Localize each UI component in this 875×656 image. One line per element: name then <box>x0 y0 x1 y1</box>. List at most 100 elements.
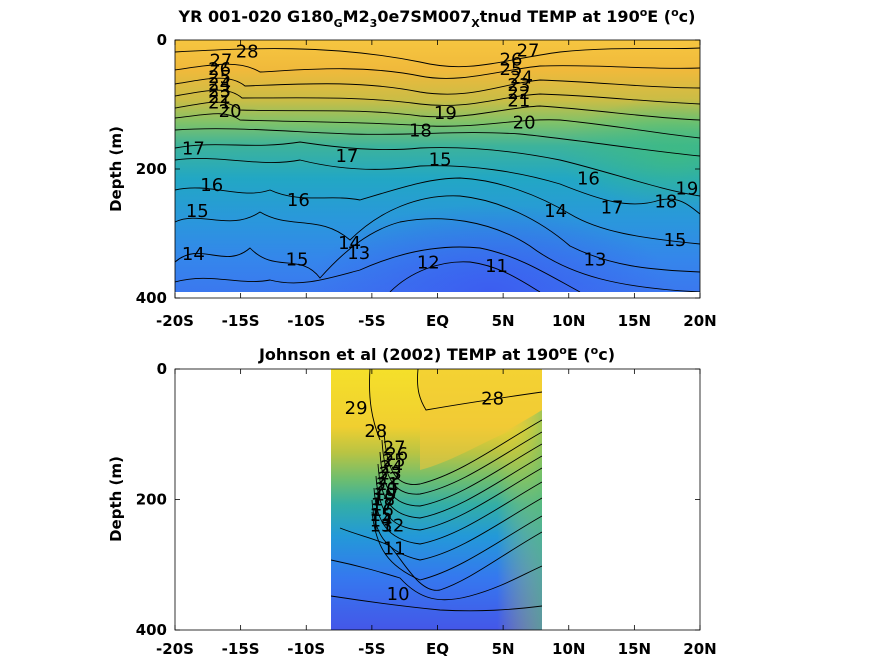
bottom-contour-label: 11 <box>383 538 406 559</box>
bottom-contour-label: 18 <box>372 490 395 511</box>
bottom-contour-label: 17 <box>371 495 394 516</box>
top-x-tick-label: -20S <box>156 312 194 330</box>
top-y-tick-labels: 0 200 400 <box>136 31 167 307</box>
bottom-x-tick-label: -5S <box>358 640 385 656</box>
top-x-tick-label: 5N <box>492 312 515 330</box>
bottom-x-tick-label: 15N <box>618 640 651 656</box>
top-contour-label: 28 <box>236 42 259 63</box>
top-contour-label: 25 <box>208 67 231 88</box>
bottom-contour-label: 19 <box>374 484 397 505</box>
top-contour-label: 24 <box>208 74 231 95</box>
top-contour-label: 14 <box>182 244 205 265</box>
top-contour-label: 21 <box>208 93 231 114</box>
top-contour-label: 15 <box>664 230 687 251</box>
top-contour-label: 23 <box>507 75 530 96</box>
bottom-contour-label: 28 <box>481 388 504 409</box>
top-x-tick-label: -10S <box>287 312 325 330</box>
top-contour-labels: 2827262524232221202726252423222120191817… <box>182 40 698 276</box>
top-contour-label: 26 <box>500 49 523 70</box>
bottom-contour-label: 20 <box>375 479 398 500</box>
bottom-x-tick-label: -15S <box>222 640 260 656</box>
top-contour-label: 27 <box>517 40 540 61</box>
top-x-tick-label: -15S <box>222 312 260 330</box>
top-contour-label: 17 <box>601 198 624 219</box>
top-y-tick-label: 400 <box>136 289 167 307</box>
top-y-tick-label: 0 <box>157 31 167 49</box>
top-contour-label: 14 <box>544 201 567 222</box>
top-contour-label: 27 <box>209 51 232 72</box>
top-contour-label: 20 <box>513 113 536 134</box>
top-x-tick-label: 15N <box>618 312 651 330</box>
top-x-tick-label: EQ <box>426 312 449 330</box>
top-x-tick-label: 20N <box>683 312 716 330</box>
top-contour-label: 22 <box>507 83 530 104</box>
bottom-y-axis-label: Depth (m) <box>107 456 125 542</box>
bottom-contour-label: 27 <box>383 437 406 458</box>
top-contour-label: 19 <box>675 178 698 199</box>
top-y-axis-label: Depth (m) <box>107 126 125 212</box>
bottom-y-tick-label: 0 <box>157 360 167 378</box>
bottom-contour-label: 13 <box>370 516 393 537</box>
top-contour-label: 11 <box>485 256 508 277</box>
bottom-color-field <box>331 369 542 630</box>
top-contour-label: 24 <box>510 67 533 88</box>
top-contour-label: 16 <box>287 190 310 211</box>
top-color-field <box>175 40 700 292</box>
bottom-contour-label: 10 <box>387 584 410 605</box>
bottom-x-tick-label: -20S <box>156 640 194 656</box>
top-contour-label: 14 <box>338 233 361 254</box>
bottom-contour-lines <box>331 369 542 612</box>
bottom-x-tick-label: EQ <box>426 640 449 656</box>
top-x-tick-labels: -20S -15S -10S -5S EQ 5N 10N 15N 20N <box>156 312 717 330</box>
bottom-contour-label: 25 <box>383 450 406 471</box>
top-contour-label: 17 <box>182 138 205 159</box>
top-contour-label: 19 <box>434 103 457 124</box>
bottom-y-tick-labels: 0 200 400 <box>136 360 167 639</box>
top-contour-label: 22 <box>208 87 231 108</box>
top-contour-label: 23 <box>208 80 231 101</box>
top-contour-label: 18 <box>654 191 677 212</box>
bottom-contour-label: 15 <box>370 505 393 526</box>
bottom-contour-label: 26 <box>385 444 408 465</box>
bottom-x-tick-label: 10N <box>552 640 585 656</box>
top-contour-label: 21 <box>507 91 530 112</box>
bottom-contour-label: 16 <box>371 500 394 521</box>
top-contour-label: 17 <box>335 146 358 167</box>
bottom-contour-label: 23 <box>379 463 402 484</box>
bottom-y-tick-label: 400 <box>136 621 167 639</box>
bottom-contour-label: 14 <box>370 510 393 531</box>
bottom-contour-labels: 2928282726252423222120191817161514131211… <box>345 388 504 605</box>
top-contour-label: 18 <box>409 120 432 141</box>
top-panel: YR 001-020 G180GM230e7SM007Xtnud TEMP at… <box>107 6 717 330</box>
top-contour-label: 15 <box>429 149 452 170</box>
top-title: YR 001-020 G180GM230e7SM007Xtnud TEMP at… <box>178 6 696 30</box>
bottom-title: Johnson et al (2002) TEMP at 190oE (oc) <box>258 344 615 364</box>
bottom-x-tick-label: 20N <box>683 640 716 656</box>
bottom-x-tick-label: 5N <box>492 640 515 656</box>
top-contour-label: 16 <box>577 169 600 190</box>
bottom-contour-label: 22 <box>377 469 400 490</box>
bottom-contour-label: 29 <box>345 398 368 419</box>
bottom-contour-label: 28 <box>364 421 387 442</box>
top-x-tick-label: -5S <box>358 312 385 330</box>
top-contour-label: 12 <box>417 253 440 274</box>
top-contour-label: 15 <box>286 249 309 270</box>
bottom-panel: Johnson et al (2002) TEMP at 190oE (oc) <box>107 344 717 656</box>
top-contour-lines <box>175 47 700 292</box>
bottom-contour-label: 12 <box>381 516 404 537</box>
bottom-x-tick-labels: -20S -15S -10S -5S EQ 5N 10N 15N 20N <box>156 640 717 656</box>
top-ticks <box>174 39 701 299</box>
bottom-x-tick-label: -10S <box>287 640 325 656</box>
bottom-ticks <box>174 368 701 631</box>
top-contour-label: 15 <box>186 201 209 222</box>
top-x-tick-label: 10N <box>552 312 585 330</box>
top-contour-label: 20 <box>219 101 242 122</box>
top-contour-label: 13 <box>584 249 607 270</box>
top-y-tick-label: 200 <box>136 160 167 178</box>
top-contour-label: 26 <box>208 59 231 80</box>
bottom-contour-label: 21 <box>376 474 399 495</box>
top-contour-label: 16 <box>200 175 223 196</box>
top-contour-label: 13 <box>347 243 370 264</box>
top-contour-label: 25 <box>500 59 523 80</box>
